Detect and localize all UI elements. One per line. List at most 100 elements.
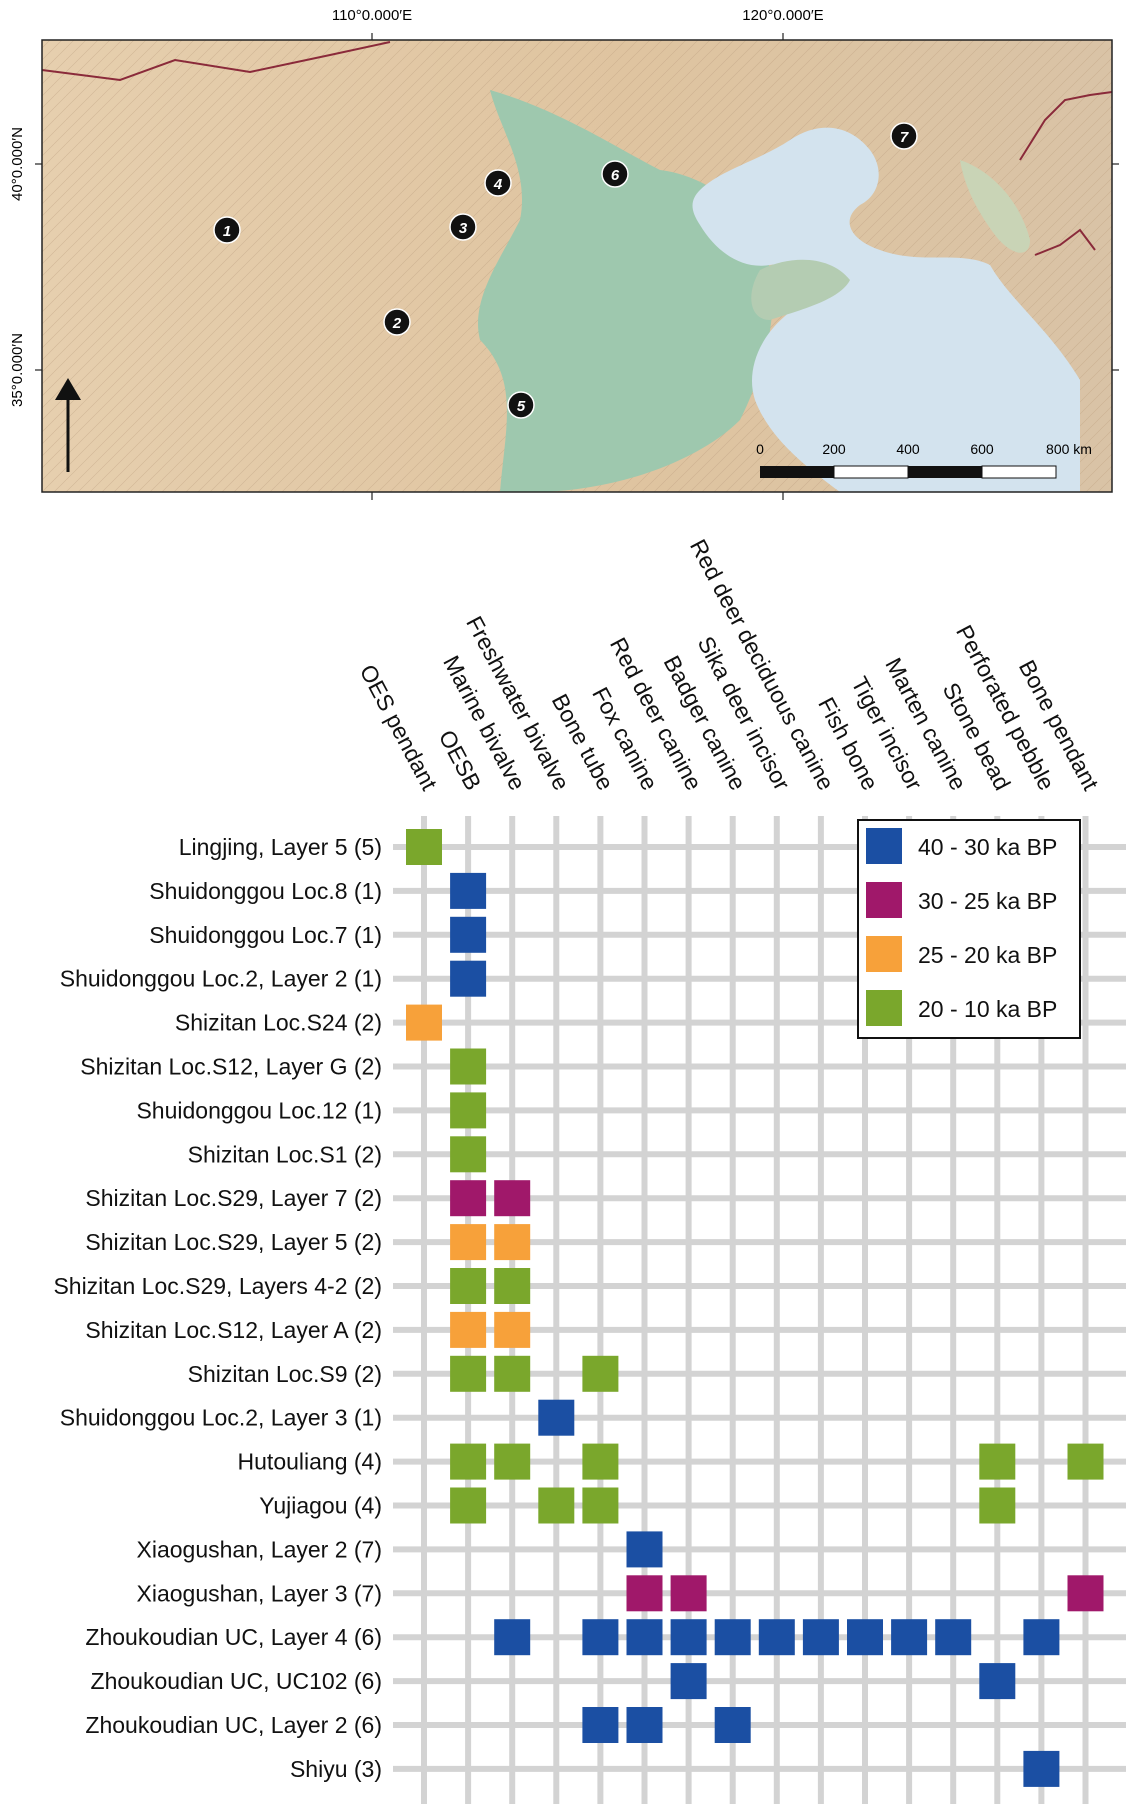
scale-label: 600 xyxy=(970,441,994,457)
chart-cell xyxy=(406,1004,442,1041)
chart-cell xyxy=(538,1487,575,1524)
site-markers: 1 2 3 4 5 6 7 xyxy=(213,122,918,419)
legend-label: 20 - 10 ka BP xyxy=(918,996,1057,1022)
site-map: 110°0.000′E 120°0.000′E 40°0.000′N 35°0.… xyxy=(9,7,1119,500)
site-marker-label: 6 xyxy=(611,167,620,184)
row-label: Shizitan Loc.S12, Layer A (2) xyxy=(85,1317,382,1343)
chart-cell xyxy=(494,1224,531,1261)
row-label: Shuidonggou Loc.12 (1) xyxy=(136,1097,382,1123)
site-marker-dot xyxy=(213,216,241,244)
chart-cell xyxy=(450,960,487,997)
row-label: Shizitan Loc.S29, Layers 4-2 (2) xyxy=(53,1273,382,1299)
site-marker-dot xyxy=(507,391,535,419)
chart-cell xyxy=(891,1619,928,1656)
liaodong-peninsula xyxy=(960,160,1030,253)
chart-cell xyxy=(626,1707,663,1743)
legend-swatch xyxy=(866,882,902,918)
site-marker: 6 xyxy=(601,160,629,188)
row-label: Zhoukoudian UC, Layer 2 (6) xyxy=(85,1712,382,1738)
chart-cell xyxy=(582,1487,619,1524)
site-marker-label: 5 xyxy=(517,398,526,415)
chart-cell xyxy=(758,1619,795,1656)
lon-label: 120°0.000′E xyxy=(742,7,823,24)
north-china-plain xyxy=(478,90,773,492)
chart-cell xyxy=(538,1399,575,1436)
chart-cell xyxy=(406,829,442,865)
chart-cell xyxy=(450,1355,487,1392)
chart-cell xyxy=(450,1180,487,1217)
border-line-north xyxy=(41,41,391,82)
chart-cell xyxy=(670,1575,707,1612)
legend-swatch xyxy=(866,990,902,1026)
site-marker-dot xyxy=(890,122,918,150)
chart-cell xyxy=(979,1663,1016,1700)
bohai-sea xyxy=(692,127,1080,492)
legend-swatch xyxy=(866,828,902,864)
scale-label: 200 xyxy=(822,441,846,457)
row-label: Shuidonggou Loc.8 (1) xyxy=(149,878,382,904)
chart-cell xyxy=(670,1619,707,1656)
chart-cell xyxy=(450,1224,487,1261)
row-label: Shuidonggou Loc.7 (1) xyxy=(149,922,382,948)
scale-label: 800 km xyxy=(1046,441,1092,457)
chart-cell xyxy=(626,1531,663,1568)
legend-label: 30 - 25 ka BP xyxy=(918,888,1057,914)
chart-cell xyxy=(450,1443,487,1480)
chart-cell xyxy=(450,1136,487,1173)
site-marker: 7 xyxy=(890,122,918,150)
chart-cell xyxy=(979,1443,1016,1480)
chart-cell xyxy=(582,1707,619,1743)
site-marker: 5 xyxy=(507,391,535,419)
chart-cell xyxy=(494,1619,531,1656)
row-label: Shiyu (3) xyxy=(290,1756,382,1782)
chart-cell xyxy=(582,1443,619,1480)
row-label: Shuidonggou Loc.2, Layer 3 (1) xyxy=(60,1405,382,1431)
row-label: Hutouliang (4) xyxy=(238,1449,382,1475)
row-label: Shizitan Loc.S24 (2) xyxy=(175,1010,382,1036)
chart-cell xyxy=(626,1619,663,1656)
row-label: Shizitan Loc.S9 (2) xyxy=(188,1361,382,1387)
chart-cell xyxy=(450,1311,487,1348)
chart-cell xyxy=(1023,1619,1060,1656)
chart-cell xyxy=(670,1663,707,1700)
map-frame xyxy=(41,39,1113,493)
chart-cell xyxy=(1067,1443,1104,1480)
row-label: Zhoukoudian UC, Layer 4 (6) xyxy=(85,1624,382,1650)
chart-cell xyxy=(802,1619,839,1656)
chart-cell xyxy=(450,1268,487,1304)
row-label: Lingjing, Layer 5 (5) xyxy=(179,834,382,860)
chart-cell xyxy=(714,1707,751,1743)
site-marker-dot xyxy=(484,169,512,197)
site-marker-label: 2 xyxy=(392,315,402,332)
chart-cell xyxy=(714,1619,751,1656)
site-marker-label: 7 xyxy=(900,129,909,146)
chart-cell xyxy=(582,1619,619,1656)
column-label: OES pendant xyxy=(355,660,443,795)
chart-cell xyxy=(494,1311,531,1348)
scale-label: 400 xyxy=(896,441,920,457)
site-marker-label: 3 xyxy=(459,220,468,237)
site-marker: 1 xyxy=(213,216,241,244)
site-marker-dot xyxy=(601,160,629,188)
chart-legend: 40 - 30 ka BP 30 - 25 ka BP 25 - 20 ka BP 2… xyxy=(857,819,1081,1039)
border-line-east xyxy=(1019,91,1113,161)
row-label: Shizitan Loc.S29, Layer 7 (2) xyxy=(85,1185,382,1211)
legend-label: 25 - 20 ka BP xyxy=(918,942,1057,968)
row-label: Yujiagou (4) xyxy=(259,1493,382,1519)
site-marker-label: 4 xyxy=(493,176,503,193)
chart-cell xyxy=(450,916,487,953)
row-label: Shizitan Loc.S12, Layer G (2) xyxy=(80,1054,382,1080)
chart-cell xyxy=(847,1619,883,1656)
lat-label: 35°0.000′N xyxy=(9,333,26,407)
legend-swatch xyxy=(866,936,902,972)
chart-cell xyxy=(494,1355,531,1392)
chart-cell xyxy=(450,872,487,909)
site-marker: 2 xyxy=(383,308,411,336)
site-marker: 3 xyxy=(449,213,477,241)
row-label: Xiaogushan, Layer 3 (7) xyxy=(137,1580,383,1606)
chart-cell xyxy=(450,1092,487,1129)
chart-cell xyxy=(450,1048,487,1085)
north-arrow-icon xyxy=(55,378,81,472)
chart-cell xyxy=(582,1355,619,1392)
